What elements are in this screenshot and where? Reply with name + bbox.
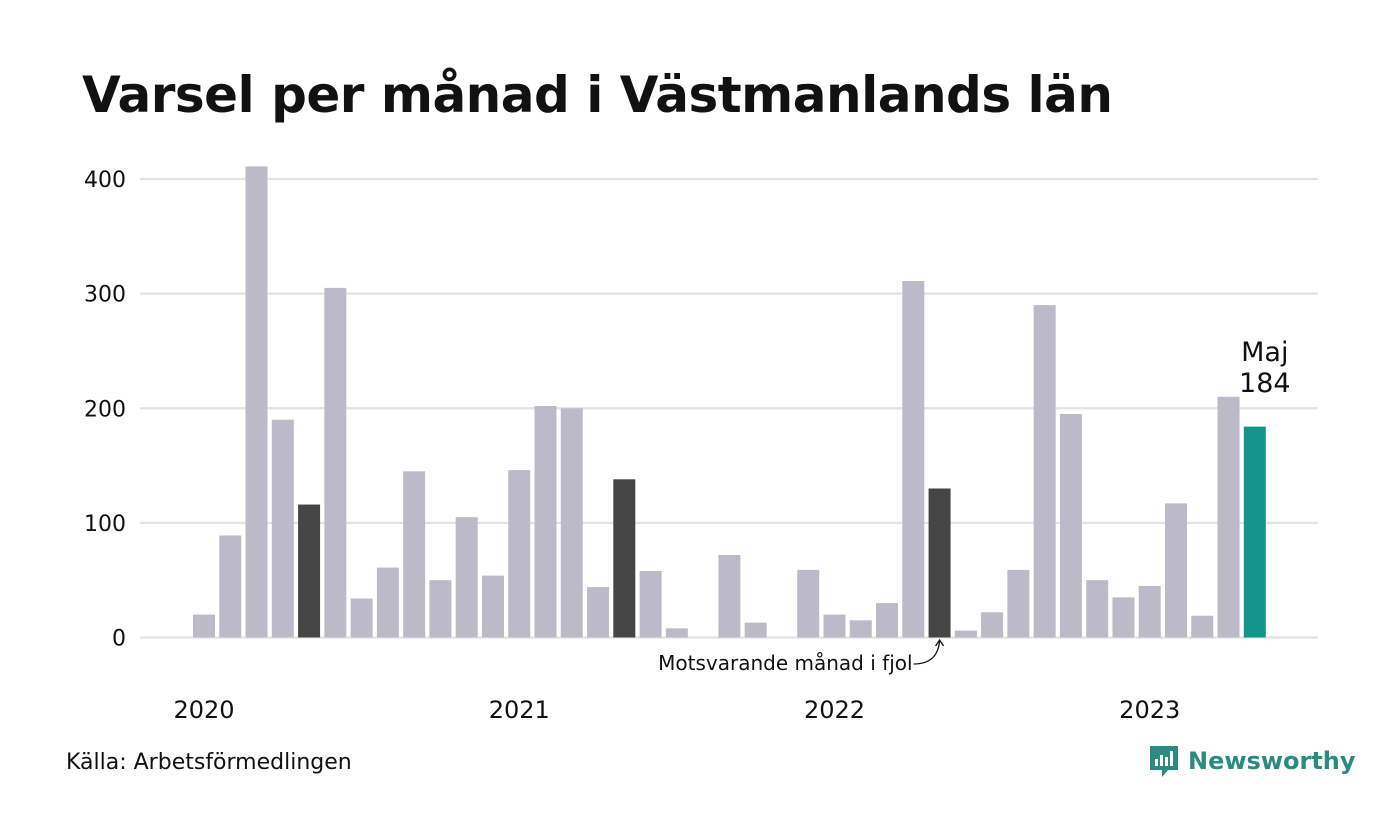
bar-2020-08 [376, 567, 399, 638]
bar-2022-09 [1033, 305, 1056, 638]
bar-2022-02 [849, 620, 872, 638]
bar-2021-10 [744, 622, 767, 638]
annotation-arrow [913, 638, 945, 665]
bar-2020-04 [271, 419, 294, 638]
bar-2021-03 [560, 408, 583, 638]
x-axis-tick-labels: 2020 2021 2022 2023 [173, 696, 1180, 724]
bar-2020-02 [219, 535, 242, 638]
bar-2023-02 [1164, 503, 1187, 638]
bar-2022-01 [823, 614, 846, 638]
y-tick-label: 200 [84, 397, 126, 422]
bar-2020-07 [350, 598, 373, 638]
callout-value-label: 184 [1239, 368, 1291, 399]
y-tick-label: 300 [84, 283, 126, 308]
bar-2022-06 [954, 630, 977, 638]
brand-logo: Newsworthy [1148, 744, 1356, 778]
bar-2021-02 [534, 405, 557, 638]
bar-2023-03 [1191, 615, 1214, 638]
bar-2021-09 [718, 554, 741, 638]
y-tick-label: 0 [112, 627, 126, 652]
callout-month-label: Maj [1241, 337, 1288, 368]
x-tick-label: 2020 [173, 696, 234, 724]
bar-2020-10 [429, 580, 452, 638]
bar-2021-04 [587, 587, 610, 638]
x-tick-label: 2023 [1119, 696, 1180, 724]
x-tick-label: 2022 [804, 696, 865, 724]
y-tick-label: 400 [84, 168, 126, 193]
bar-2022-10 [1059, 413, 1082, 638]
bars [193, 166, 1266, 638]
x-tick-label: 2021 [489, 696, 550, 724]
bar-2020-05 [298, 504, 321, 638]
y-axis-tick-labels: 0 100 200 300 400 [84, 168, 126, 652]
chart-title: Varsel per månad i Västmanlands län [82, 66, 1113, 124]
bar-2022-04 [902, 281, 925, 638]
bar-2020-11 [455, 517, 478, 638]
bar-2021-01 [508, 470, 531, 638]
bar-2021-05 [613, 479, 636, 638]
bar-2022-08 [1007, 569, 1030, 638]
bar-2022-11 [1086, 580, 1109, 638]
bar-2023-01 [1138, 585, 1161, 638]
bar-2020-03 [245, 166, 268, 638]
newsworthy-logo-icon [1150, 746, 1178, 777]
y-tick-label: 100 [84, 512, 126, 537]
bar-2020-06 [324, 287, 347, 638]
bar-2021-12 [797, 569, 820, 638]
bar-2022-12 [1112, 597, 1135, 638]
bar-2022-05 [928, 488, 951, 638]
bar-2021-07 [665, 628, 688, 638]
bar-2022-03 [876, 603, 899, 638]
bar-2021-06 [639, 571, 662, 638]
source-note: Källa: Arbetsförmedlingen [66, 750, 352, 775]
bar-2023-04 [1217, 396, 1240, 638]
annotation-same-month-last-year: Motsvarande månad i fjol [658, 651, 912, 675]
bar-2023-05 [1243, 426, 1266, 638]
bar-2022-07 [981, 612, 1004, 638]
bar-2020-09 [403, 471, 426, 638]
annotations: Motsvarande månad i fjol Maj 184 [658, 337, 1290, 675]
brand-name: Newsworthy [1188, 747, 1356, 775]
bar-2020-12 [481, 575, 504, 638]
bar-2020-01 [193, 614, 215, 638]
